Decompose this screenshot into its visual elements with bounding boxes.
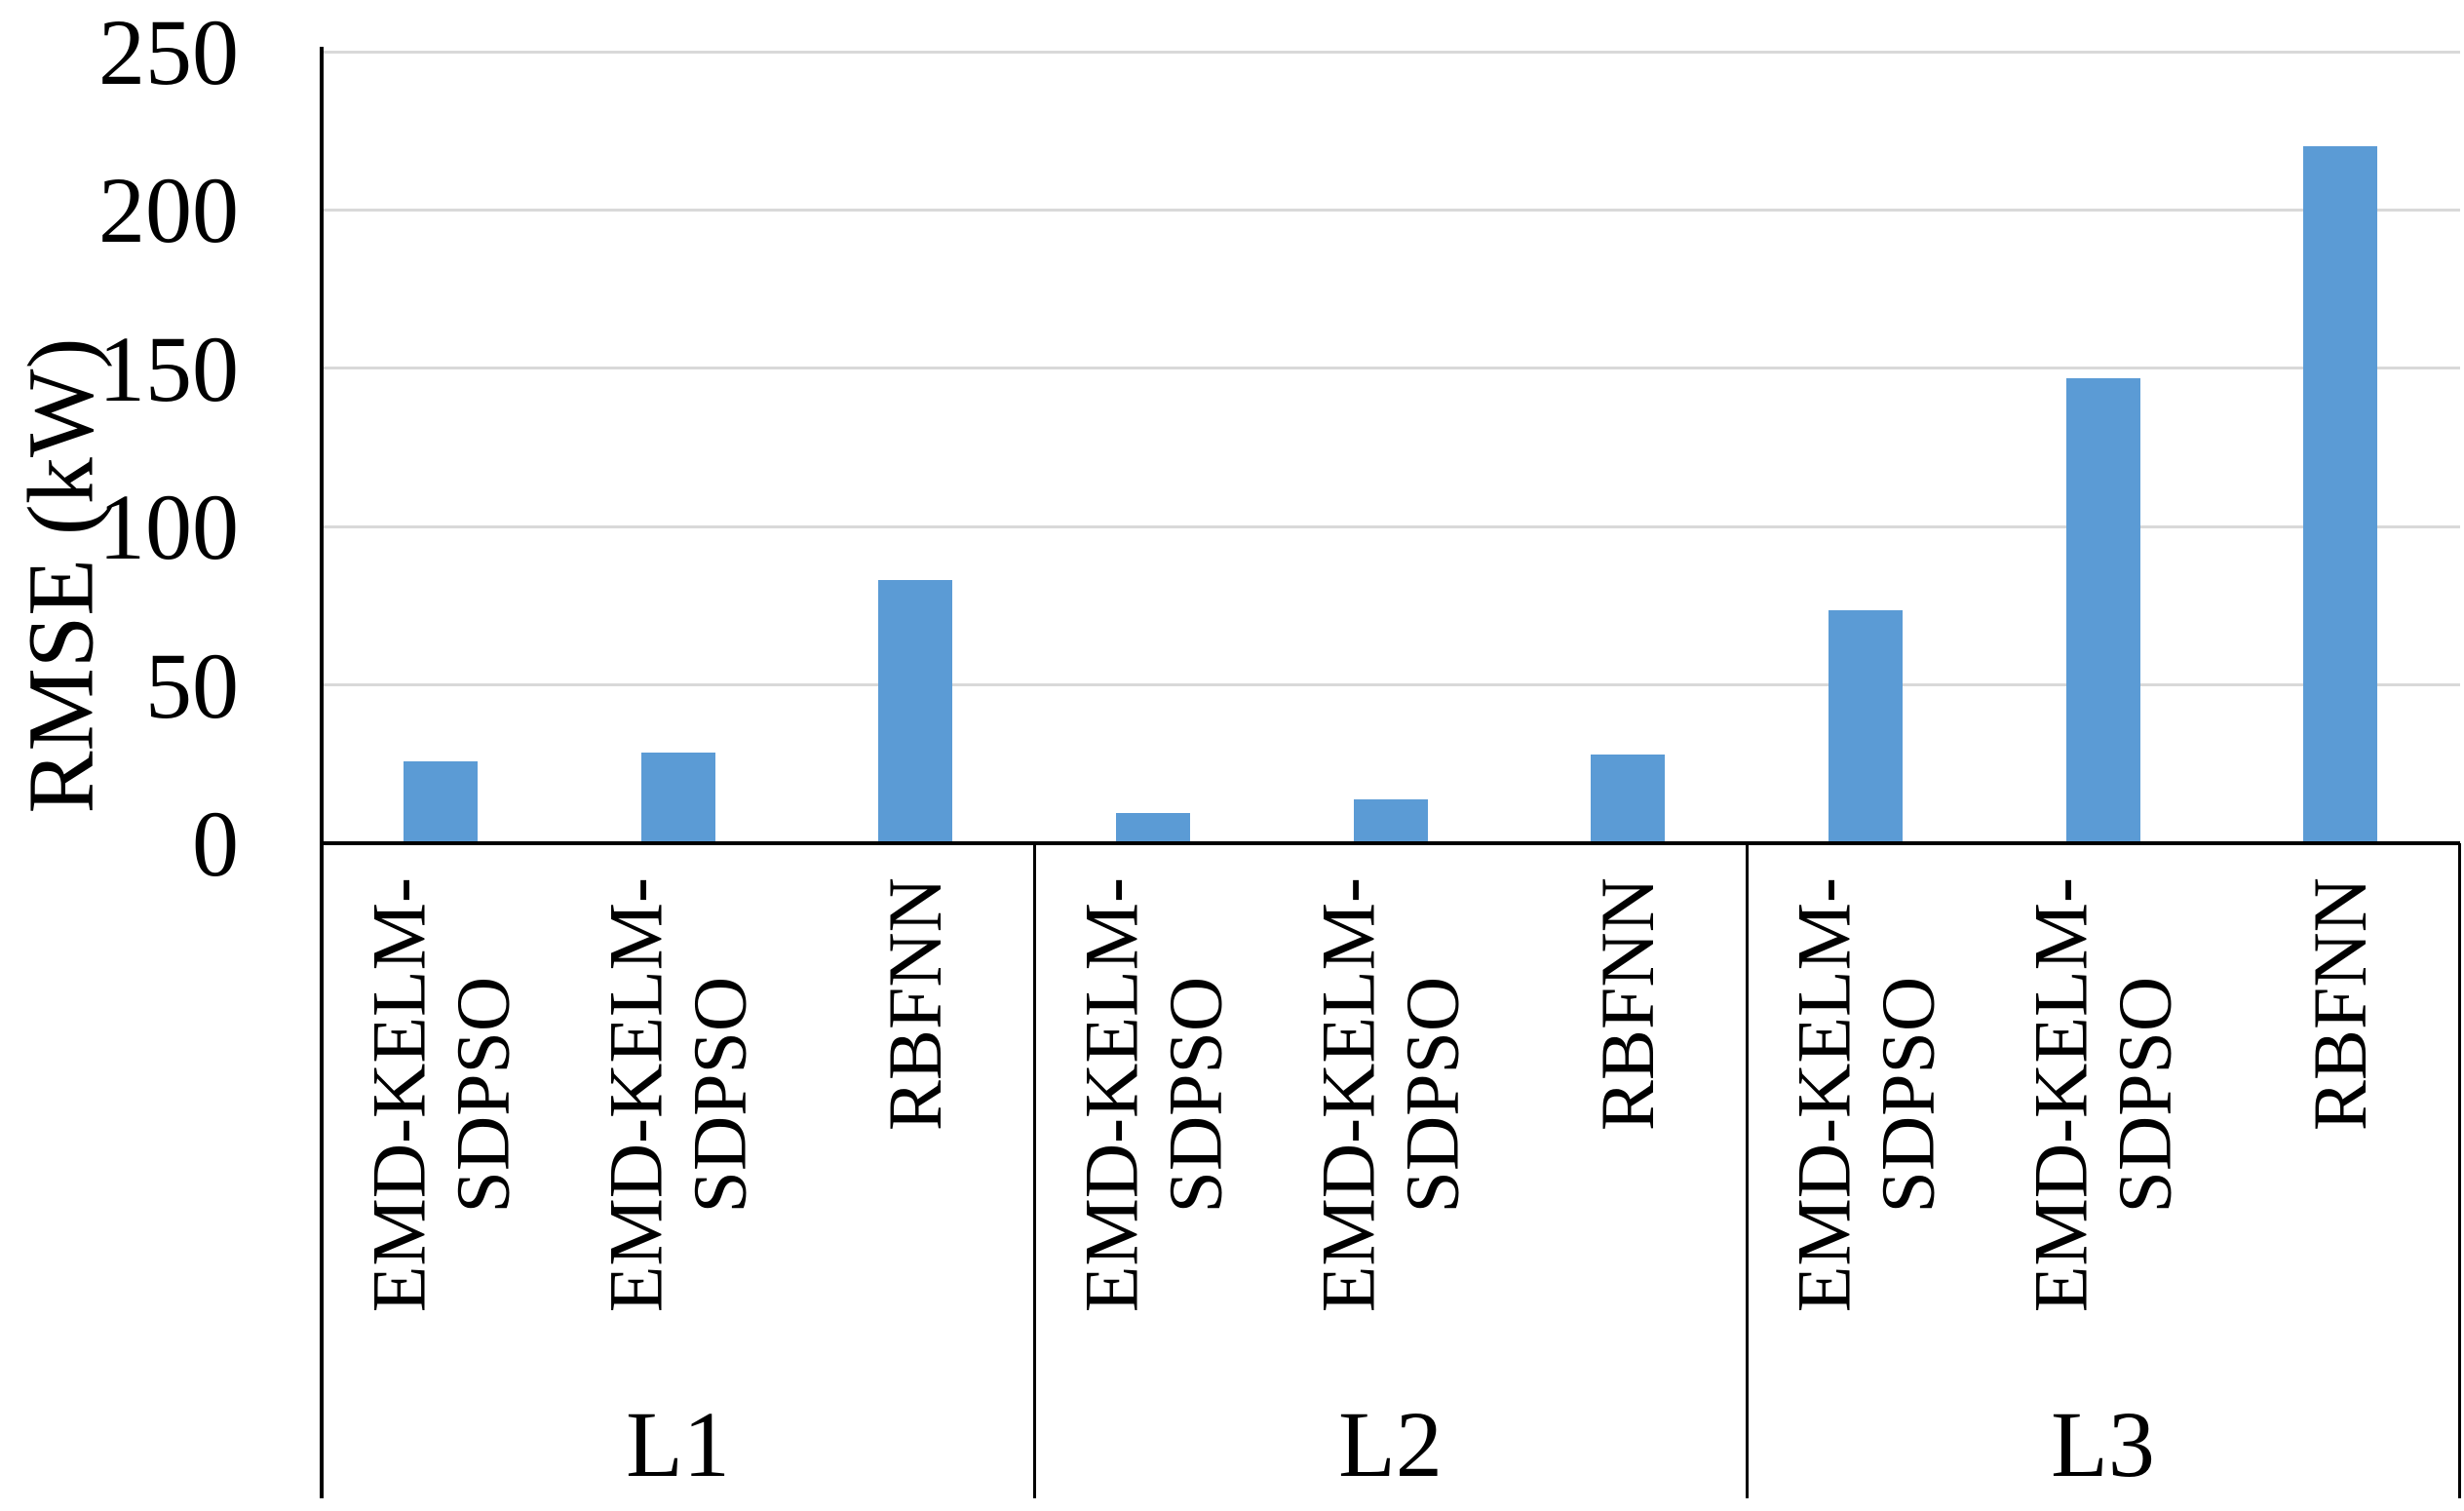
- y-tick-label: 200: [98, 158, 239, 263]
- category-label: RBFNN: [2297, 877, 2383, 1132]
- gridline: [324, 683, 2460, 687]
- group-label: L3: [2051, 1392, 2155, 1496]
- gridline: [324, 208, 2460, 212]
- bar: [2065, 377, 2140, 843]
- bar: [1353, 798, 1428, 843]
- y-tick-label: 100: [98, 475, 239, 580]
- gridline: [324, 50, 2460, 54]
- gridline: [324, 367, 2460, 370]
- category-label: EMD-KELM- SDPSO: [1780, 877, 1949, 1313]
- group-separator: [1032, 843, 1036, 1498]
- bar: [878, 580, 953, 843]
- bar: [1115, 813, 1190, 843]
- x-axis-line: [320, 841, 2460, 845]
- gridline: [324, 524, 2460, 528]
- group-separator: [1745, 843, 1749, 1498]
- group-label: L1: [626, 1392, 730, 1496]
- y-tick-label: 0: [192, 792, 239, 896]
- group-label: L2: [1338, 1392, 1443, 1496]
- category-label: EMD-KELM- SDPSO: [593, 877, 762, 1313]
- label-box-right-border: [2457, 843, 2461, 1498]
- y-tick-label: 250: [98, 0, 239, 104]
- bar: [2303, 146, 2378, 843]
- y-tick-label: 150: [98, 316, 239, 421]
- category-label: EMD-KELM- SDPSO: [1067, 877, 1237, 1313]
- bar: [1591, 755, 1666, 843]
- category-label: EMD-KELM- SDPSO: [355, 877, 524, 1313]
- category-label: RBFNN: [872, 877, 958, 1132]
- bar: [640, 753, 715, 843]
- category-label: RBFNN: [1585, 877, 1671, 1132]
- bar: [1828, 610, 1903, 843]
- category-label: EMD-KELM- SDPSO: [2018, 877, 2187, 1313]
- y-axis-line: [320, 47, 324, 1498]
- category-label: EMD-KELM- SDPSO: [1305, 877, 1475, 1313]
- bar: [403, 760, 478, 843]
- y-tick-label: 50: [145, 633, 239, 738]
